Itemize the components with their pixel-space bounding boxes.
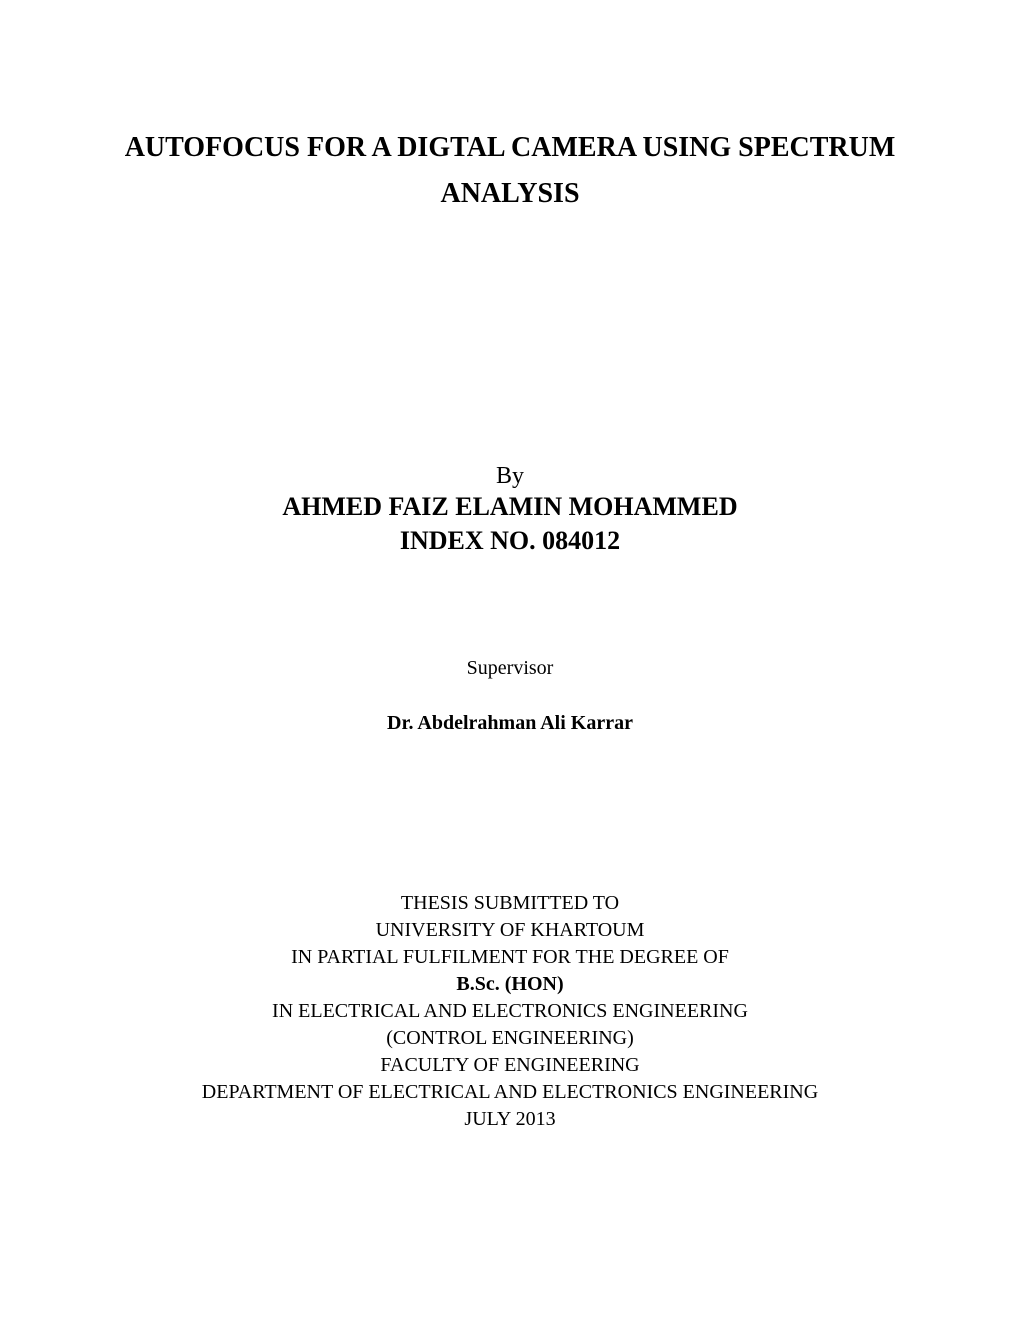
submission-block: THESIS SUBMITTED TO UNIVERSITY OF KHARTO… [120,890,900,1133]
department-name: DEPARTMENT OF ELECTRICAL AND ELECTRONICS… [120,1079,900,1106]
specialization: (CONTROL ENGINEERING) [120,1025,900,1052]
supervisor-label: Supervisor [120,657,900,680]
fulfilment-text: IN PARTIAL FULFILMENT FOR THE DEGREE OF [120,944,900,971]
degree-name: B.Sc. (HON) [120,971,900,998]
submitted-to: THESIS SUBMITTED TO [120,890,900,917]
program-name: IN ELECTRICAL AND ELECTRONICS ENGINEERIN… [120,998,900,1025]
by-label: By [120,463,900,490]
supervisor-name: Dr. Abdelrahman Ali Karrar [120,712,900,735]
submission-date: JULY 2013 [120,1106,900,1133]
author-name: AHMED FAIZ ELAMIN MOHAMMED [120,490,900,524]
university-name: UNIVERSITY OF KHARTOUM [120,917,900,944]
index-number: INDEX NO. 084012 [120,524,900,558]
faculty-name: FACULTY OF ENGINEERING [120,1052,900,1079]
thesis-title-line2: ANALYSIS [120,176,900,212]
thesis-title-line1: AUTOFOCUS FOR A DIGTAL CAMERA USING SPEC… [120,130,900,166]
